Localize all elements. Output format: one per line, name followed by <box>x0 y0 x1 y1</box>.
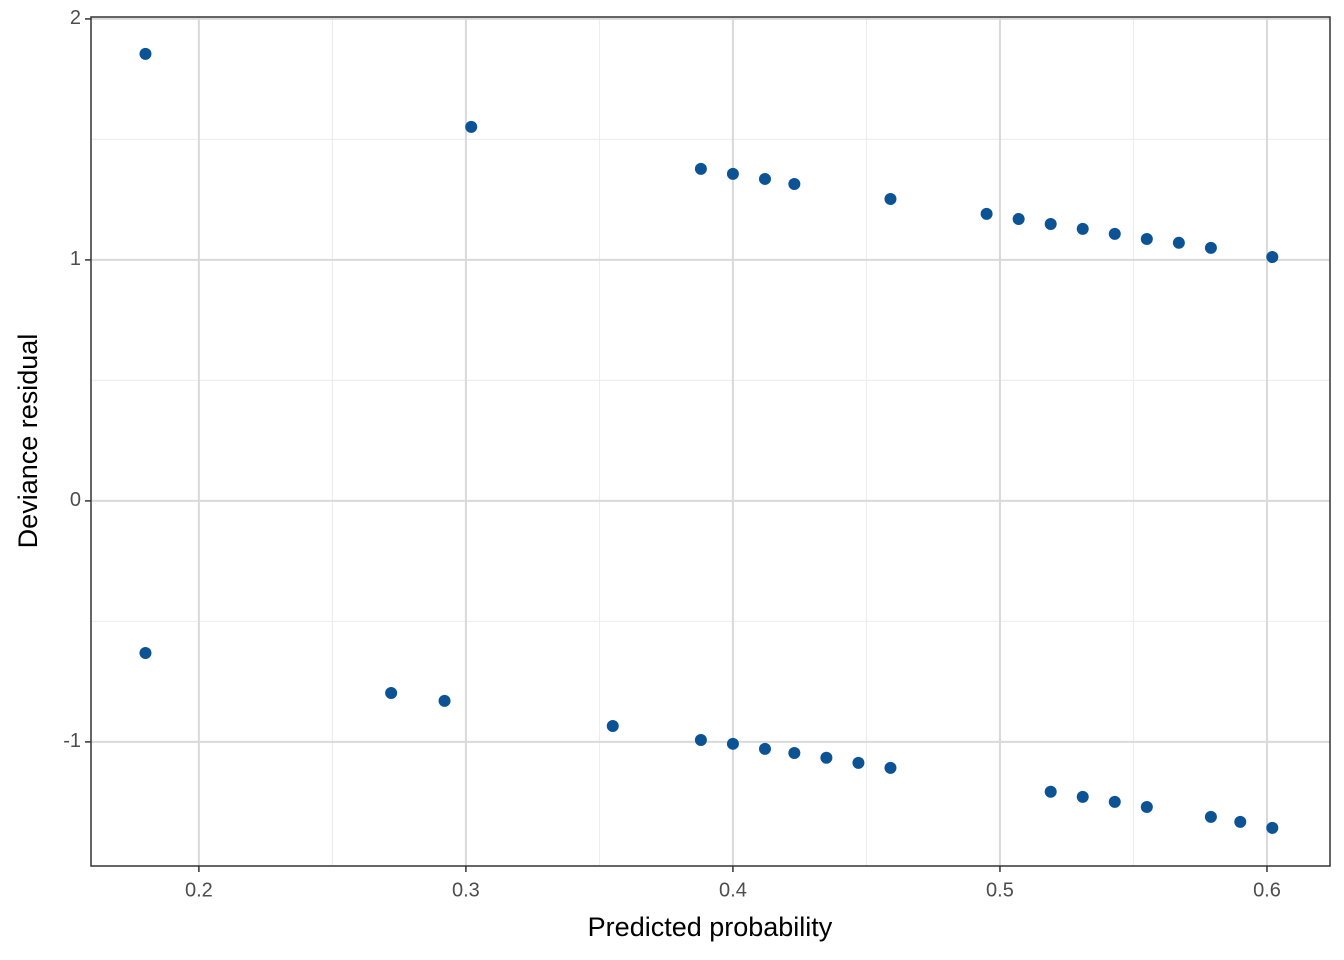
x-axis-label: Predicted probability <box>588 912 833 942</box>
point <box>1140 232 1153 245</box>
point <box>1012 212 1025 225</box>
x-tick-label: 0.5 <box>986 879 1014 901</box>
point <box>139 646 152 659</box>
point <box>788 178 801 191</box>
point <box>852 756 865 769</box>
point <box>1076 790 1089 803</box>
y-tick-label: 1 <box>70 248 81 270</box>
point <box>1234 815 1247 828</box>
y-tick-label: 0 <box>70 489 81 511</box>
point <box>694 162 707 175</box>
point <box>385 686 398 699</box>
point <box>438 694 451 707</box>
point <box>1172 236 1185 249</box>
point <box>1044 218 1057 231</box>
point <box>1204 241 1217 254</box>
point <box>1044 785 1057 798</box>
point <box>884 761 897 774</box>
point <box>1108 795 1121 808</box>
x-tick-label: 0.4 <box>719 879 747 901</box>
point <box>465 120 478 133</box>
point <box>788 746 801 759</box>
point <box>1204 810 1217 823</box>
y-axis-label: Deviance residual <box>13 334 43 549</box>
x-tick-label: 0.3 <box>452 879 480 901</box>
point <box>1108 227 1121 240</box>
y-tick-label: 2 <box>70 7 81 29</box>
point <box>1140 800 1153 813</box>
point <box>606 719 619 732</box>
point <box>726 167 739 180</box>
x-tick-label: 0.2 <box>185 879 213 901</box>
point <box>1266 821 1279 834</box>
point <box>758 742 771 755</box>
point <box>1266 251 1279 264</box>
point <box>726 737 739 750</box>
point <box>980 207 993 220</box>
x-tick-label: 0.6 <box>1253 879 1281 901</box>
y-tick-label: -1 <box>63 730 81 752</box>
point <box>1076 222 1089 235</box>
point <box>758 172 771 185</box>
panel-border <box>90 16 1331 867</box>
point <box>884 192 897 205</box>
point <box>694 733 707 746</box>
point <box>139 47 152 60</box>
point <box>820 751 833 764</box>
